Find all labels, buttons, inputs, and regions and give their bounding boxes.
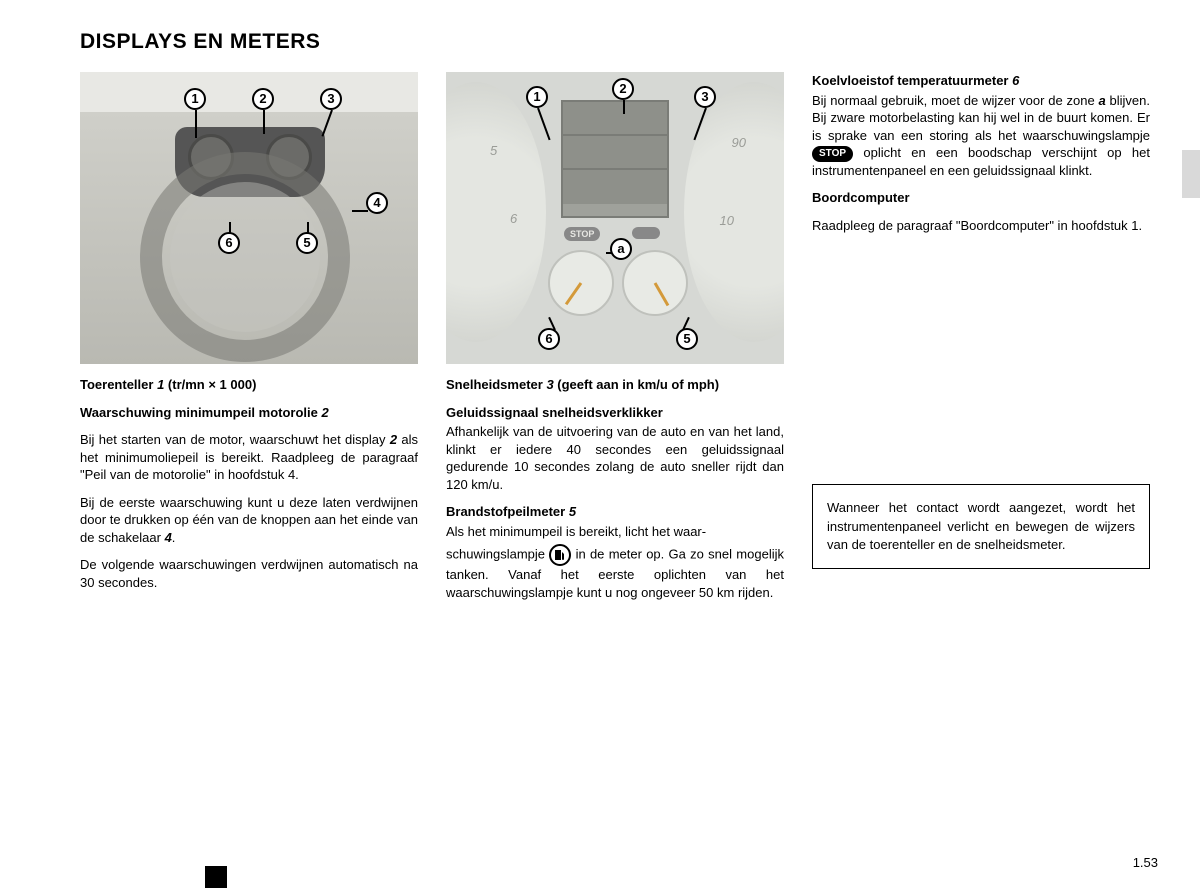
column-3: Koelvloeistof temperatuurmeter 6 Bij nor… (812, 72, 1150, 611)
col3-heading-2: Boordcomputer (812, 189, 1150, 207)
figure-dashboard: 27118 1 2 3 4 5 6 (80, 72, 418, 364)
f2-callout-1: 1 (526, 86, 548, 108)
figure2-stop-indicator: STOP (564, 227, 600, 241)
col3-p2: Raadpleeg de paragraaf "Boordcomputer" i… (812, 217, 1150, 235)
page-title: DISPLAYS EN METERS (80, 30, 1160, 54)
wrench-icon (632, 227, 660, 239)
note-box: Wanneer het contact wordt aangezet, word… (812, 484, 1150, 569)
figure2-code: 27045 (782, 76, 784, 106)
f2-callout-5: 5 (676, 328, 698, 350)
fuel-pump-icon (549, 544, 571, 566)
col1-p1: Bij het starten van de motor, waarschuwt… (80, 431, 418, 484)
columns: 27118 1 2 3 4 5 6 Toerenteller 1 (tr/mn … (80, 72, 1160, 611)
col3-heading-1: Koelvloeistof temperatuurmeter 6 (812, 72, 1150, 90)
thumb-tab (1182, 150, 1200, 198)
callout-6: 6 (218, 232, 240, 254)
column-2: STOP 5 6 90 10 27045 1 2 3 a 6 5 (446, 72, 784, 611)
stop-badge-icon: STOP (812, 146, 853, 162)
f2-callout-a: a (610, 238, 632, 260)
col2-heading-1: Snelheidsmeter 3 (geeft aan in km/u of m… (446, 376, 784, 394)
col1-p3: De volgende waarschuwingen verdwijnen au… (80, 556, 418, 591)
col2-p1: Afhankelijk van de uitvoering van de aut… (446, 423, 784, 493)
f2-callout-6: 6 (538, 328, 560, 350)
callout-4: 4 (366, 192, 388, 214)
col2-p2b: schuwingslampje in de meter op. Ga zo sn… (446, 544, 784, 601)
f2-callout-3: 3 (694, 86, 716, 108)
figure1-code: 27118 (416, 76, 418, 105)
col2-p2a: Als het minimumpeil is bereikt, licht he… (446, 523, 784, 541)
callout-5: 5 (296, 232, 318, 254)
page-number: 1.53 (1133, 855, 1158, 870)
col2-heading-2: Geluidssignaal snelheidsverklikker (446, 404, 784, 422)
figure-cluster: STOP 5 6 90 10 27045 1 2 3 a 6 5 (446, 72, 784, 364)
col1-heading-2: Waarschuwing minimumpeil motorolie 2 (80, 404, 418, 422)
col3-p1: Bij normaal gebruik, moet de wijzer voor… (812, 92, 1150, 180)
callout-2: 2 (252, 88, 274, 110)
callout-3: 3 (320, 88, 342, 110)
col2-heading-3: Brandstofpeilmeter 5 (446, 503, 784, 521)
crop-mark (205, 866, 227, 888)
callout-1: 1 (184, 88, 206, 110)
page: DISPLAYS EN METERS 27118 1 2 3 4 5 (0, 0, 1200, 631)
column-1: 27118 1 2 3 4 5 6 Toerenteller 1 (tr/mn … (80, 72, 418, 611)
col1-heading-1: Toerenteller 1 (tr/mn × 1 000) (80, 376, 418, 394)
col1-p2: Bij de eerste waarschuwing kunt u deze l… (80, 494, 418, 547)
f2-callout-2: 2 (612, 78, 634, 100)
